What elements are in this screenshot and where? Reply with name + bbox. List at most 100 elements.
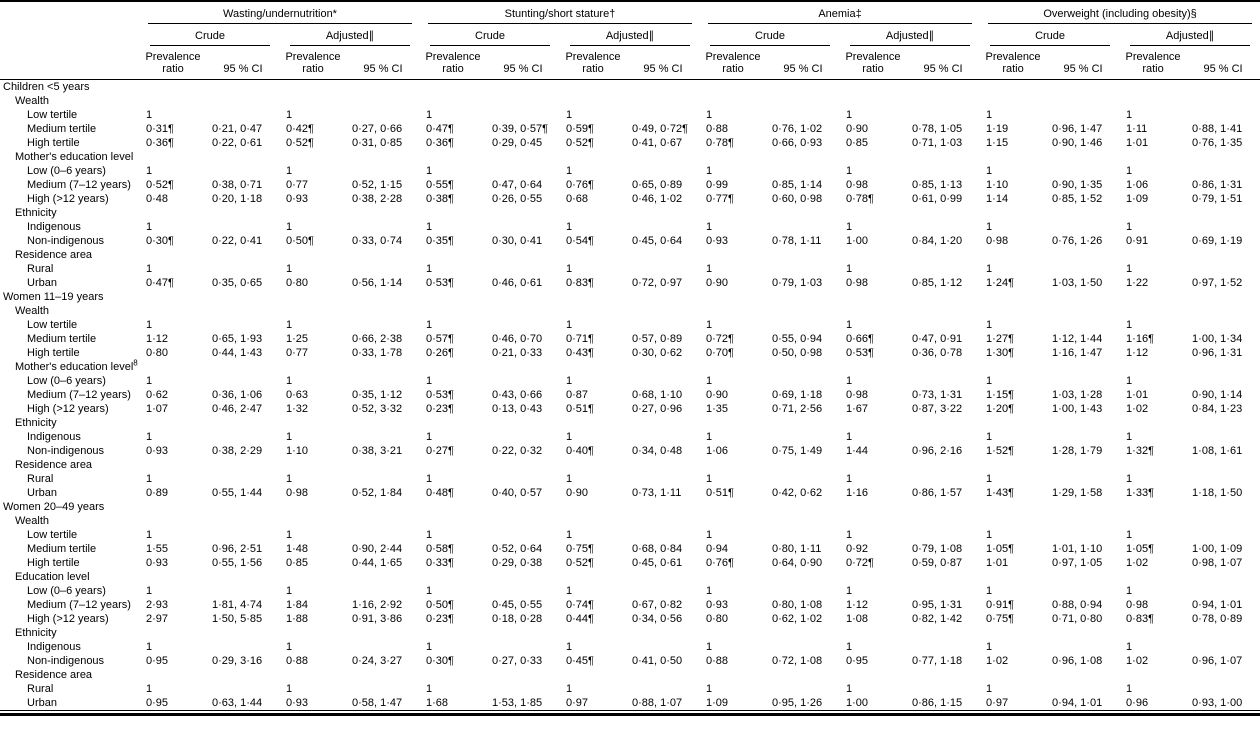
pr-value: 0·48: [146, 193, 169, 205]
ci-header: 95 % CI: [626, 46, 700, 80]
ci-value: 0·85, 1·12: [912, 277, 963, 289]
pr-value: 0·51¶: [706, 487, 734, 499]
pr-value: 1·43¶: [986, 487, 1014, 499]
pr-value: 1: [706, 263, 713, 275]
pr-value: 1·44: [846, 445, 869, 457]
ci-value: [486, 108, 560, 122]
ci-value: 0·20, 1·18: [212, 193, 263, 205]
pr-value: 1: [286, 585, 293, 597]
pr-value: 1: [146, 221, 153, 233]
pr-value: 0·85: [286, 557, 309, 569]
model-header-label: Adjusted∥: [290, 24, 410, 46]
prevalence-ratio-header: Prevalence ratio: [140, 46, 206, 80]
pr-value: 1: [706, 109, 713, 121]
results-table: Wasting/undernutrition* Stunting/short st…: [0, 2, 1260, 711]
ci-value: 0·41, 0·67: [632, 137, 683, 149]
pr-value: 0·36¶: [146, 137, 174, 149]
data-row: High (>12 years) 2·97 1·50, 5·85 1·88 0·91, …: [0, 612, 1260, 626]
row-label: High (>12 years): [27, 403, 109, 415]
category-label: Mother's education level: [0, 150, 1260, 164]
ci-value: [906, 528, 980, 542]
ci-value: 0·26, 0·55: [492, 193, 543, 205]
ci-value: [1186, 262, 1260, 276]
pr-value: 0·47¶: [426, 123, 454, 135]
ci-value: [486, 472, 560, 486]
ci-value: [346, 108, 420, 122]
ci-value: 0·85, 1·14: [772, 179, 823, 191]
ci-value: [486, 682, 560, 696]
ci-value: 1·03, 1·28: [1052, 389, 1103, 401]
pr-value: 0·33¶: [426, 557, 454, 569]
pr-value: 0·91¶: [986, 599, 1014, 611]
ci-value: [486, 584, 560, 598]
ci-value: [346, 262, 420, 276]
ci-value: 0·27, 0·66: [352, 123, 403, 135]
ci-value: [346, 472, 420, 486]
ci-value: 0·96, 1·07: [1192, 655, 1243, 667]
pr-value: 1·67: [846, 403, 869, 415]
ci-value: [346, 528, 420, 542]
ci-value: [206, 682, 280, 696]
pr-value: 0·59¶: [566, 123, 594, 135]
data-row: Medium (7–12 years) 0·62 0·36, 1·06 0·63 0·3…: [0, 388, 1260, 402]
pr-value: 0·97: [986, 697, 1009, 709]
ci-value: [766, 108, 840, 122]
category-label-text: Education level: [15, 571, 90, 583]
ci-value: [766, 472, 840, 486]
pr-value: 0·53¶: [426, 277, 454, 289]
ci-value: [766, 584, 840, 598]
model-header-label: Adjusted∥: [1130, 24, 1251, 46]
ci-header: 95 % CI: [766, 46, 840, 80]
pr-value: 1·02: [1126, 403, 1149, 415]
data-row: Low tertile 1 1 1 1 1 1 1 1: [0, 528, 1260, 542]
category-row: Ethnicity: [0, 206, 1260, 220]
category-label: Ethnicity: [0, 626, 1260, 640]
row-label: Low tertile: [27, 109, 78, 121]
pr-value: 1: [146, 319, 153, 331]
pr-value: 1: [426, 319, 433, 331]
ci-value: [486, 430, 560, 444]
pr-value: 0·48¶: [426, 487, 454, 499]
pr-value: 0·68: [566, 193, 589, 205]
ci-value: [626, 472, 700, 486]
pr-value: 0·62: [146, 389, 169, 401]
pr-value: 1: [706, 473, 713, 485]
pr-value: 0·77: [286, 179, 309, 191]
ci-value: [906, 430, 980, 444]
ci-value: 0·73, 1·31: [912, 389, 963, 401]
section-title: Women 11–19 years: [3, 291, 104, 303]
pr-value: 1: [286, 473, 293, 485]
pr-value: 1: [706, 319, 713, 331]
prevalence-ratio-header: Prevalence ratio: [420, 46, 486, 80]
pr-value: 0·45¶: [566, 655, 594, 667]
pr-value: 0·78¶: [846, 193, 874, 205]
pr-value: 2·97: [146, 613, 169, 625]
model-header-label: Adjusted∥: [850, 24, 971, 46]
pr-value: 1: [1126, 529, 1133, 541]
category-label: Education level: [0, 570, 1260, 584]
data-row: High (>12 years) 1·07 0·46, 2·47 1·32 0·52, …: [0, 402, 1260, 416]
row-label: High (>12 years): [27, 613, 109, 625]
pr-value: 0·98: [846, 389, 869, 401]
ci-value: 0·86, 1·57: [912, 487, 963, 499]
data-row: Medium (7–12 years) 0·52¶ 0·38, 0·71 0·77 0·…: [0, 178, 1260, 192]
pr-value: 1: [426, 431, 433, 443]
ci-value: [486, 220, 560, 234]
ci-value: 0·77, 1·18: [912, 655, 963, 667]
ci-value: 0·78, 1·05: [912, 123, 963, 135]
table-bottom-rule: [0, 713, 1260, 716]
ci-value: 0·80, 1·11: [772, 543, 822, 555]
category-row: Mother's education level8: [0, 359, 1260, 374]
category-label-text: Mother's education level: [15, 361, 134, 373]
data-row: Low (0–6 years) 1 1 1 1 1 1 1 1: [0, 374, 1260, 388]
data-row: Non-indigenous 0·95 0·29, 3·16 0·88 0·24, 3·…: [0, 654, 1260, 668]
ci-value: [486, 374, 560, 388]
ci-value: 0·76, 1·35: [1192, 137, 1243, 149]
category-label: Wealth: [0, 304, 1260, 318]
section-row: Children <5 years: [0, 80, 1260, 95]
category-label: Residence area: [0, 668, 1260, 682]
ci-value: [1046, 528, 1120, 542]
pr-value: 0·27¶: [426, 445, 454, 457]
ci-value: 0·88, 0·94: [1052, 599, 1103, 611]
ci-header: 95 % CI: [346, 46, 420, 80]
